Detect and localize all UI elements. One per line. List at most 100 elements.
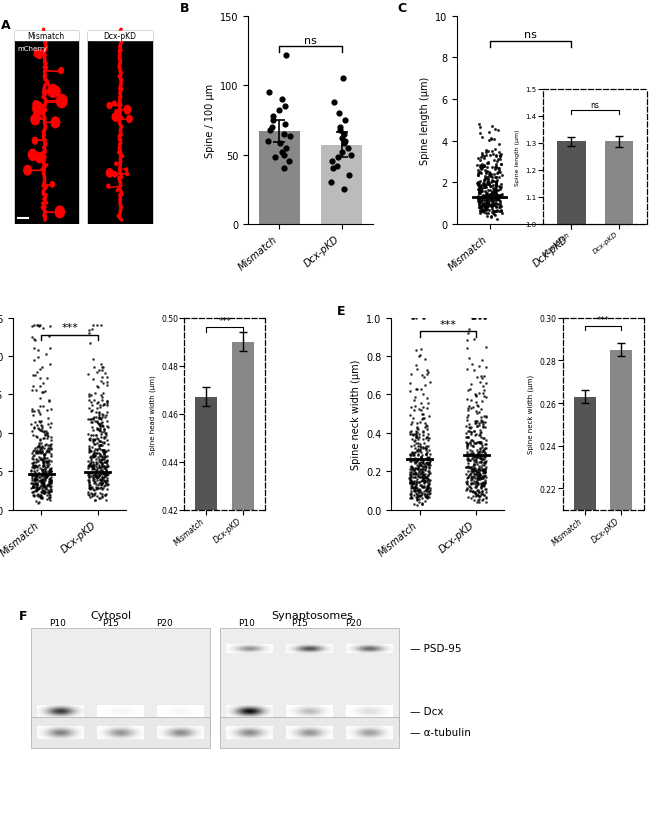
Point [102, 434, 112, 447]
Point [84, 456, 95, 470]
Point [90, 469, 100, 482]
Point [31, 482, 42, 496]
Point [488, 175, 499, 188]
Point [480, 150, 491, 163]
Point [478, 477, 488, 491]
Point [85, 482, 96, 495]
Point [489, 208, 499, 222]
Point [90, 493, 101, 507]
Point [87, 421, 98, 435]
Point [94, 424, 105, 437]
Point [419, 460, 430, 473]
Point [408, 467, 418, 481]
Point [476, 480, 487, 493]
Point [469, 416, 480, 430]
Point [477, 452, 488, 466]
Point [475, 186, 486, 200]
Point [28, 460, 38, 473]
Point [486, 192, 497, 206]
Point [421, 481, 432, 494]
Point [100, 450, 110, 463]
Point [490, 191, 501, 205]
Point [562, 175, 572, 188]
Point [472, 484, 482, 497]
Y-axis label: Spine length (μm): Spine length (μm) [420, 77, 430, 165]
Point [464, 436, 474, 450]
Point [556, 189, 567, 202]
Point [566, 185, 577, 198]
Point [570, 193, 580, 206]
Point [563, 196, 573, 210]
Point [419, 485, 429, 498]
Point [94, 467, 105, 481]
Point [408, 447, 419, 461]
Point [492, 193, 502, 206]
Point [44, 457, 54, 471]
Point [575, 178, 585, 191]
Point [462, 450, 473, 463]
Point [421, 483, 432, 497]
Point [280, 118, 291, 131]
Point [31, 447, 42, 461]
Point [31, 470, 41, 483]
Point [493, 164, 504, 177]
Point [465, 453, 475, 466]
Point [560, 170, 570, 183]
Point [466, 477, 476, 491]
Point [475, 185, 486, 198]
Point [471, 416, 482, 430]
Point [474, 166, 484, 180]
Point [39, 455, 49, 468]
Point [489, 197, 500, 211]
Point [495, 205, 506, 218]
Point [41, 455, 51, 468]
Point [485, 192, 495, 206]
Point [417, 456, 427, 469]
Point [424, 466, 435, 480]
Point [470, 461, 480, 475]
Point [560, 201, 570, 214]
Point [575, 132, 585, 145]
Point [88, 353, 99, 366]
Point [98, 444, 108, 457]
Point [102, 420, 112, 433]
Point [480, 186, 490, 199]
Point [474, 175, 485, 188]
Point [44, 475, 55, 488]
Point [481, 483, 491, 497]
Point [563, 200, 573, 213]
Point [560, 176, 571, 190]
Text: ns: ns [524, 29, 536, 39]
Point [417, 369, 427, 382]
Point [95, 425, 105, 438]
Point [556, 176, 566, 190]
Point [94, 459, 105, 472]
Point [419, 467, 430, 481]
Point [473, 169, 483, 182]
Point [478, 492, 489, 506]
Point [495, 148, 506, 161]
Point [558, 171, 569, 185]
Point [28, 480, 38, 493]
Point [468, 446, 478, 460]
Point [567, 184, 578, 197]
Point [38, 400, 48, 413]
Point [577, 198, 587, 212]
Point [491, 161, 501, 175]
Point [474, 496, 484, 509]
Point [97, 451, 107, 464]
Point [283, 155, 294, 169]
Point [484, 192, 495, 206]
Point [416, 451, 426, 465]
Point [463, 431, 474, 444]
Point [470, 478, 480, 492]
Point [36, 441, 47, 454]
Point [480, 437, 491, 451]
Point [28, 380, 38, 393]
Point [481, 196, 491, 210]
Point [559, 192, 569, 206]
Point [38, 456, 49, 469]
Point [32, 482, 42, 495]
Point [36, 484, 47, 497]
Point [474, 198, 484, 212]
